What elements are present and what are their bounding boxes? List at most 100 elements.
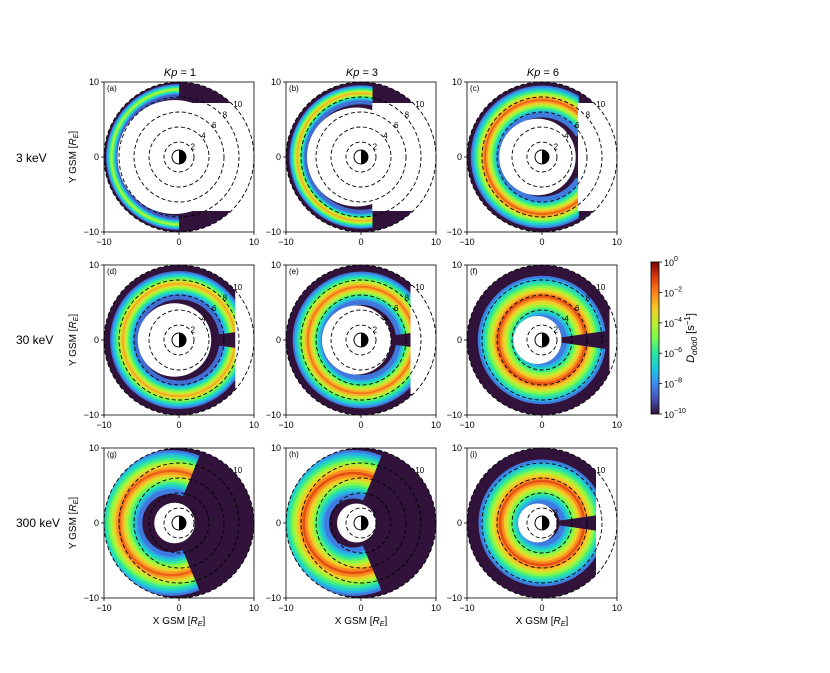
y-axis-label: Y GSM [RE] [68, 131, 80, 184]
panel-tag: (f) [470, 267, 478, 276]
l-shell-ring [133, 111, 225, 203]
x-tick-label: 10 [431, 420, 441, 430]
l-shell-ring [526, 507, 558, 539]
l-shell-ring [118, 279, 240, 401]
l-shell-ring [345, 141, 377, 173]
l-shell-label: 10 [596, 100, 605, 109]
l-shell-label: 10 [233, 100, 242, 109]
panel-tag: (e) [289, 267, 299, 276]
l-shell-label: 10 [596, 466, 605, 475]
l-shell-label: 10 [415, 283, 424, 292]
band-stripe [125, 476, 218, 570]
l-shell-label: 6 [394, 304, 399, 313]
colorbar-tick-label: 10−4 [664, 317, 682, 329]
l-shell-ring [163, 324, 195, 356]
l-shell-label: 2 [373, 508, 378, 517]
y-tick-label: 0 [94, 518, 99, 528]
l-shell-ring [148, 492, 210, 554]
band-stripe [105, 457, 238, 589]
y-tick-label: 10 [452, 443, 462, 453]
y-tick-label: −10 [266, 227, 281, 237]
y-tick-label: 10 [271, 77, 281, 87]
x-tick-label: 0 [539, 237, 544, 247]
x-axis-label: X GSM [RE] [335, 616, 388, 628]
y-tick-label: 0 [276, 152, 281, 162]
earth-night-side [361, 516, 368, 530]
l-shell-label: 4 [201, 132, 206, 141]
white-region [596, 469, 617, 577]
band-stripe [304, 474, 403, 572]
x-axis-label: X GSM [RE] [516, 616, 569, 628]
l-shell-ring [496, 477, 588, 569]
band-stripe [120, 472, 223, 574]
band-stripe [132, 484, 211, 562]
l-shell-label: 2 [554, 508, 559, 517]
y-tick-label: −10 [84, 410, 99, 420]
l-shell-label: 4 [383, 132, 388, 141]
band-stripe [130, 481, 213, 565]
band-stripe [135, 486, 208, 560]
l-shell-label: 10 [233, 283, 242, 292]
band-stripe [127, 479, 216, 567]
l-shell-label: 10 [233, 466, 242, 475]
l-shell-ring [315, 477, 407, 569]
band-stripe [294, 463, 413, 583]
band-stripe [286, 452, 424, 594]
y-tick-label: 0 [457, 335, 462, 345]
band-stripe [288, 458, 419, 588]
l-shell-ring [118, 462, 240, 584]
x-tick-label: −10 [96, 237, 111, 247]
l-shell-ring [330, 126, 392, 188]
y-axis-label: Y GSM [RE] [68, 497, 80, 550]
x-tick-label: 0 [358, 603, 363, 613]
band-stripe [113, 464, 230, 582]
white-region [372, 103, 436, 211]
x-tick-label: −10 [459, 237, 474, 247]
y-tick-label: 10 [89, 77, 99, 87]
column-header-kp3: Kp = 3 [346, 67, 378, 79]
x-tick-label: −10 [459, 603, 474, 613]
x-tick-label: 10 [612, 420, 622, 430]
colorbar-ticks: 100 10−2 10−4 10−6 10−8 10−10 [659, 256, 686, 420]
y-tick-label: 10 [89, 260, 99, 270]
column-header-kp1: Kp = 1 [164, 67, 196, 79]
band-stripe [310, 479, 397, 567]
x-tick-label: 0 [176, 237, 181, 247]
l-shell-ring [526, 324, 558, 356]
y-tick-label: 0 [457, 518, 462, 528]
l-shell-ring [511, 309, 573, 371]
band-stripe [313, 482, 394, 564]
earth-night-side [542, 516, 549, 530]
y-tick-label: −10 [84, 227, 99, 237]
earth-night-side [179, 150, 186, 164]
x-tick-label: −10 [96, 420, 111, 430]
band-stripe [115, 467, 228, 579]
column-headers: Kp = 1 Kp = 3 Kp = 6 [164, 67, 559, 79]
y-tick-label: −10 [447, 593, 462, 603]
l-shell-ring [330, 309, 392, 371]
band-stripe [104, 450, 245, 596]
l-shell-ring [481, 279, 603, 401]
y-tick-label: 0 [276, 518, 281, 528]
colorbar-tick-label: 10−6 [664, 347, 682, 359]
x-tick-label: 10 [431, 237, 441, 247]
band-stripe [307, 477, 400, 569]
x-tick-label: −10 [278, 603, 293, 613]
row-labels: 3 keV 30 keV 300 keV [16, 151, 60, 530]
row-label-30kev: 30 keV [16, 333, 53, 347]
panel-tag: (h) [289, 450, 299, 459]
earth-night-side [179, 333, 186, 347]
l-shell-ring [300, 96, 422, 218]
x-tick-label: 10 [249, 237, 259, 247]
band-stripe [137, 489, 206, 557]
band-stripe [104, 452, 242, 594]
colorbar-label: Dα0α0 [s−1] [683, 313, 699, 363]
x-tick-label: −10 [278, 237, 293, 247]
y-tick-label: 0 [94, 335, 99, 345]
l-shell-ring [300, 279, 422, 401]
l-shell-label: 10 [596, 283, 605, 292]
l-shell-label: 6 [394, 121, 399, 130]
l-shell-label: 4 [564, 315, 569, 324]
